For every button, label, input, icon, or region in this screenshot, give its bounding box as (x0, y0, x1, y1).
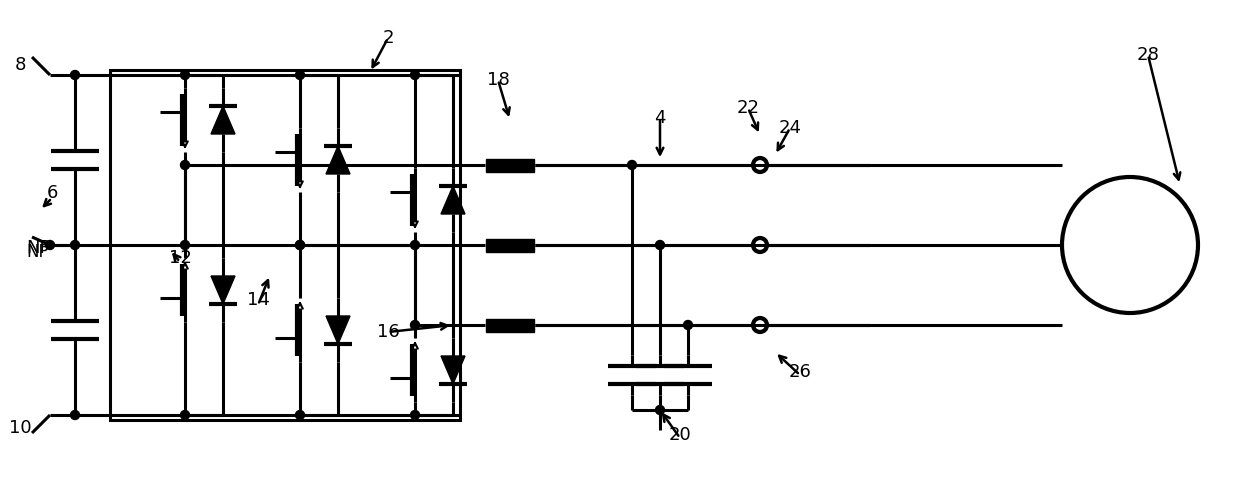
Circle shape (295, 240, 305, 250)
Bar (486, 158, 534, 171)
Text: 20: 20 (669, 426, 691, 444)
Text: 4: 4 (654, 109, 665, 127)
Polygon shape (441, 186, 465, 214)
Polygon shape (211, 276, 235, 304)
Circle shape (410, 71, 420, 80)
Circle shape (684, 321, 693, 329)
Circle shape (71, 410, 79, 420)
Circle shape (410, 240, 420, 250)
Text: 10: 10 (9, 419, 31, 437)
Circle shape (71, 240, 79, 250)
Text: 8: 8 (15, 56, 26, 74)
Bar (110, 70, 460, 420)
Text: 18: 18 (487, 71, 509, 89)
Text: NP: NP (26, 239, 51, 257)
Text: 28: 28 (1136, 46, 1160, 64)
Text: 14: 14 (247, 291, 269, 309)
Circle shape (655, 406, 664, 415)
Bar (486, 319, 534, 332)
Circle shape (181, 240, 190, 250)
Text: 26: 26 (788, 363, 812, 381)
Polygon shape (326, 316, 349, 344)
Polygon shape (441, 356, 465, 384)
Circle shape (655, 240, 664, 250)
Text: 16: 16 (377, 323, 399, 341)
Text: NP: NP (27, 243, 50, 261)
Text: 6: 6 (46, 184, 58, 202)
Circle shape (295, 240, 305, 250)
Circle shape (410, 321, 420, 329)
Text: 24: 24 (778, 119, 802, 137)
Polygon shape (326, 146, 349, 174)
Circle shape (295, 71, 305, 80)
Text: 22: 22 (736, 99, 760, 117)
Bar (486, 239, 534, 252)
Circle shape (46, 240, 55, 250)
Circle shape (627, 160, 637, 169)
Circle shape (181, 410, 190, 420)
Circle shape (181, 160, 190, 169)
Text: 2: 2 (383, 29, 394, 47)
Circle shape (181, 71, 190, 80)
Circle shape (410, 410, 420, 420)
Circle shape (295, 410, 305, 420)
Text: 12: 12 (169, 249, 192, 267)
Polygon shape (211, 106, 235, 134)
Circle shape (71, 71, 79, 80)
